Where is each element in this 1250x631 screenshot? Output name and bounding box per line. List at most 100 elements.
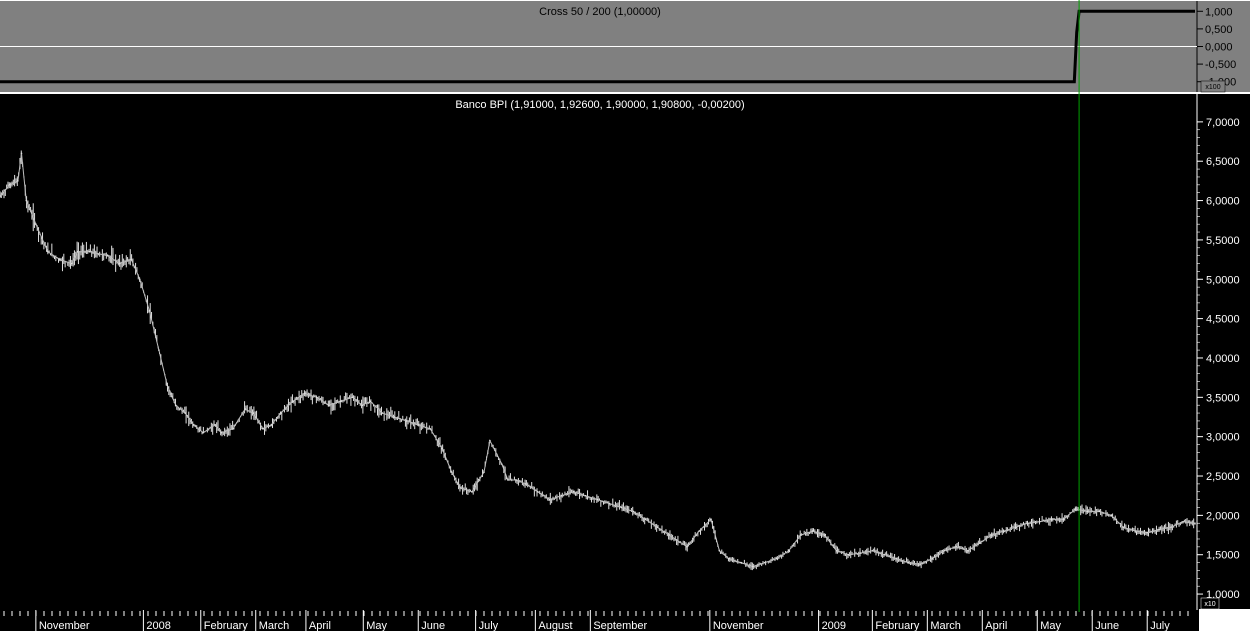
price-tick-label: 5,0000 [1206,274,1240,286]
price-point [174,404,177,407]
price-point [698,530,700,532]
x-tick-label: February [204,620,249,631]
price-point [1182,520,1184,523]
price-point [381,412,384,414]
price-point [351,396,354,399]
price-point [184,412,186,414]
x-tick-label: November [713,620,764,631]
price-point [979,542,981,544]
price-series-group [0,150,1196,571]
x-tick-label: August [538,620,572,631]
x-tick-label: July [479,620,499,631]
price-point [1146,531,1148,534]
price-point [501,463,503,466]
price-point [315,396,318,399]
price-panel[interactable]: Banco BPI (1,91000, 1,92600, 1,90000, 1,… [0,94,1240,631]
indicator-scale-badge: x100 [1205,84,1220,91]
price-point [192,424,195,426]
x-tick-label: November [39,620,90,631]
x-tick-label: April [309,620,331,631]
price-point [1134,530,1137,532]
price-point [728,557,730,560]
price-tick-label: 2,5000 [1206,471,1240,483]
price-point [166,384,169,387]
price-tick-label: 2,0000 [1206,510,1240,522]
price-point [823,534,826,536]
indicator-series-line [0,9,1195,84]
price-scale-badge: x10 [1204,601,1215,608]
price-point [620,506,623,509]
price-point [106,254,109,257]
price-point [560,494,563,497]
price-point [1110,514,1113,517]
price-point [483,471,485,473]
indicator-panel-top-border [0,0,1250,1]
price-point [303,392,306,395]
price-point [339,400,342,403]
x-tick-label: June [1095,620,1119,631]
price-point [1038,520,1041,523]
price-point [220,431,222,434]
indicator-panel[interactable]: Cross 50 / 200 (1,00000) 1,000 0,500 0,000… [0,0,1250,94]
indicator-tick-label: 0,500 [1205,24,1233,36]
x-tick-label: 2008 [146,620,170,631]
price-point [919,563,921,565]
price-point [1003,530,1005,532]
price-point [656,526,659,528]
price-point [584,494,587,497]
price-tick-label: 1,5000 [1206,550,1240,562]
price-point [1086,510,1089,513]
price-point [76,250,79,253]
price-point [1026,522,1029,524]
panel-divider [0,92,1250,94]
price-point [405,420,408,422]
x-tick-label: September [593,620,647,631]
price-point [525,483,527,485]
price-point [740,561,742,564]
price-tick-label: 4,5000 [1206,314,1240,326]
x-tick-label: June [421,620,445,631]
price-point [859,552,862,554]
price-point [799,534,802,536]
price-point [59,258,61,261]
price-point [292,400,294,403]
price-tick-label: 3,5000 [1206,392,1240,404]
price-point [596,498,599,501]
price-point [214,424,216,426]
price-point [955,546,957,548]
price-point [548,498,551,501]
price-point [489,439,491,442]
price-point [710,518,712,521]
price-point [417,424,420,426]
time-x-axis: November 2008 February March April May June Jul… [0,610,1199,631]
price-point [1122,526,1125,528]
price-point [20,152,23,155]
price-point [507,479,509,481]
price-point [202,431,204,434]
price-point [47,250,49,253]
price-point [270,424,273,426]
price-point [327,404,330,407]
price-point [369,400,372,403]
price-point [847,553,850,556]
price-point [8,184,11,186]
price-tick-label: 6,0000 [1206,196,1240,208]
x-tick-label: February [875,620,920,631]
price-point [441,447,443,450]
x-tick-label: May [366,620,387,631]
price-point [895,557,898,560]
price-point [871,550,874,552]
price-point [459,487,461,489]
price-y-axis: 7,0000 6,5000 6,0000 5,5000 5,0000 4,5000 4,00… [1196,94,1240,610]
indicator-title: Cross 50 / 200 (1,00000) [539,6,661,18]
price-point [537,491,539,493]
x-tick-label: May [1040,620,1061,631]
price-point [811,530,814,532]
price-point [1074,508,1077,510]
price-point [139,278,141,281]
price-point [632,510,635,513]
indicator-tick-label: 0,000 [1205,42,1233,54]
price-point [361,404,363,407]
x-tick-label: March [259,620,290,631]
